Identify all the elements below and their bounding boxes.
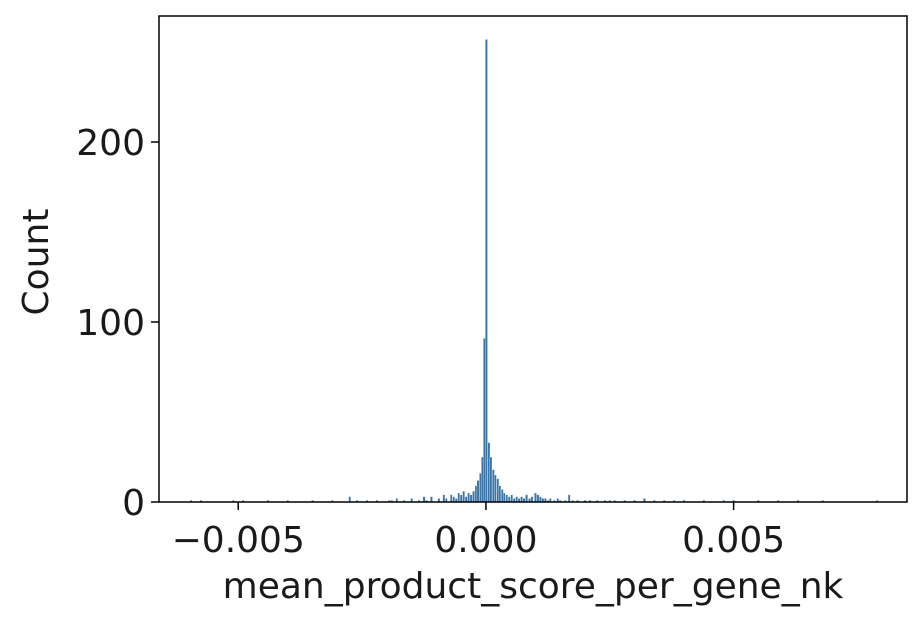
histogram-bar — [567, 494, 571, 503]
histogram-bar — [536, 494, 540, 503]
histogram-bar — [530, 496, 534, 503]
x-axis-title: mean_product_score_per_gene_nk — [223, 566, 844, 607]
plot-frame — [158, 15, 908, 503]
histogram-bar — [525, 494, 528, 503]
histogram-bar — [503, 492, 506, 503]
histogram-bar — [498, 485, 502, 503]
y-tick-label: 0 — [122, 483, 145, 524]
histogram-bar — [469, 494, 473, 503]
x-tick-label: 0.000 — [434, 520, 537, 561]
histogram-bar — [476, 480, 480, 503]
y-axis: 0 100 200 — [76, 123, 159, 524]
y-tick-label: 200 — [76, 123, 145, 164]
histogram-bar — [457, 492, 460, 503]
histogram-bar — [464, 496, 468, 503]
histogram-bar — [507, 496, 511, 503]
histogram-bar — [442, 494, 446, 503]
histogram-bar — [494, 474, 497, 503]
histogram-bar — [452, 496, 456, 503]
histogram-bar — [520, 496, 523, 503]
histogram-bar — [472, 491, 475, 503]
histogram-bar — [462, 491, 465, 503]
x-tick-label: −0.005 — [172, 520, 305, 561]
histogram-bar — [430, 496, 433, 503]
histogram-bar — [467, 492, 470, 503]
x-axis: −0.005 0.000 0.005 — [172, 502, 785, 561]
histogram-bar — [515, 496, 518, 503]
histogram-bar — [534, 492, 537, 503]
histogram-bar — [489, 456, 493, 503]
histogram-bar — [450, 494, 453, 503]
y-axis-title: Count — [16, 209, 57, 316]
histogram-bar — [485, 39, 488, 503]
y-tick-label: 100 — [76, 303, 145, 344]
histogram-bar — [459, 494, 463, 503]
histogram-bar — [348, 496, 351, 503]
histogram-bar — [505, 494, 509, 503]
histogram-bar — [539, 496, 542, 503]
histogram-bar — [510, 494, 513, 503]
x-tick-label: 0.005 — [682, 520, 785, 561]
histogram-bar — [422, 496, 426, 503]
